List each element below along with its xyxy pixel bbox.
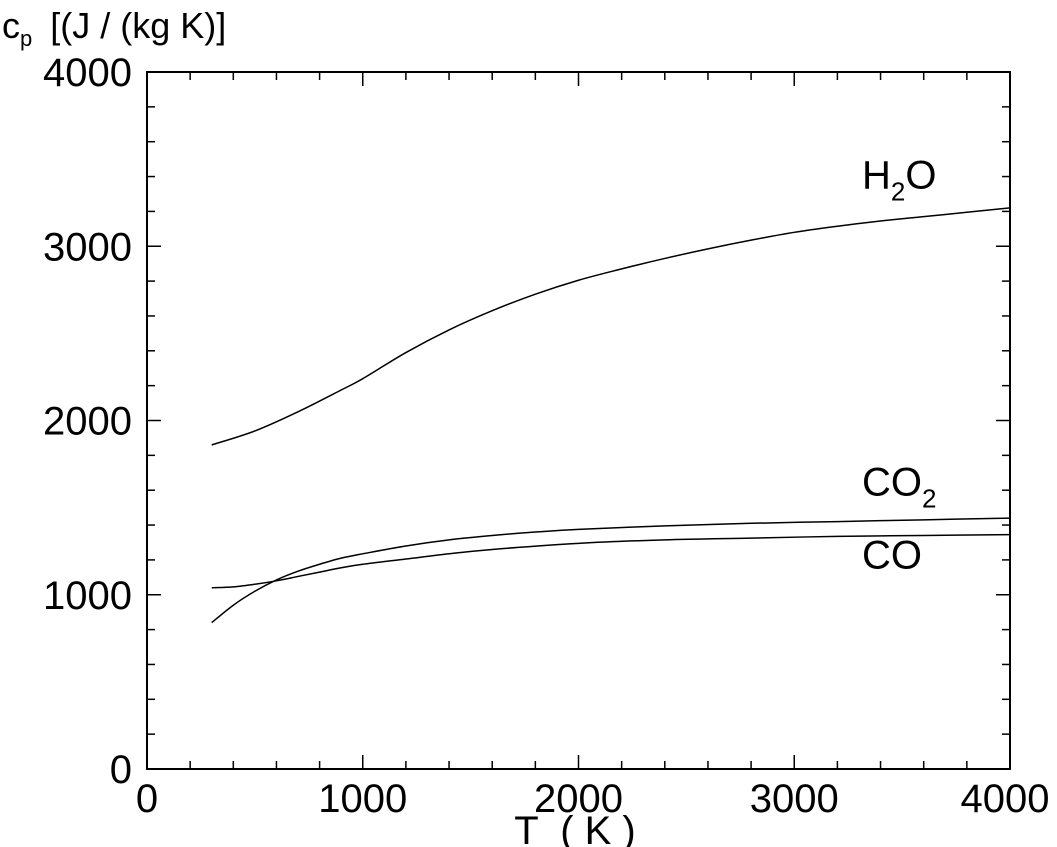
x-tick-label: 0 (136, 777, 158, 821)
y-tick-label: 4000 (43, 51, 132, 95)
series-line-co2 (211, 517, 1011, 624)
x-tick-label: 1000 (318, 777, 407, 821)
x-tick-label: 3000 (750, 777, 839, 821)
series-label-co2: CO2 (862, 460, 936, 513)
y-axis-label-unit: [(J / (kg K)] (50, 5, 226, 46)
series-line-h2o (211, 207, 1011, 446)
axis-tick-labels: 0 1000 2000 3000 4000 0 1000 2000 3000 4000 (43, 51, 1049, 821)
y-axis-label-subscript: p (20, 26, 32, 51)
y-axis-label: cp [(J / (kg K)] (2, 5, 226, 51)
y-tick-label: 3000 (43, 225, 132, 269)
series-label-co: CO (862, 534, 922, 578)
y-tick-label: 2000 (43, 400, 132, 444)
y-tick-label: 0 (110, 748, 132, 792)
x-tick-label: 2000 (534, 777, 623, 821)
x-axis-label: T ( K ) (514, 809, 635, 847)
y-tick-label: 1000 (43, 574, 132, 618)
series-line-co (211, 533, 1011, 589)
series-label-h2o: H2O (862, 154, 936, 207)
series-lines (211, 207, 1011, 624)
plot-frame (146, 71, 1011, 770)
y-axis-label-symbol: c (2, 5, 20, 46)
x-tick-label: 4000 (961, 777, 1050, 821)
series-labels: H2O CO2 CO (862, 154, 936, 578)
